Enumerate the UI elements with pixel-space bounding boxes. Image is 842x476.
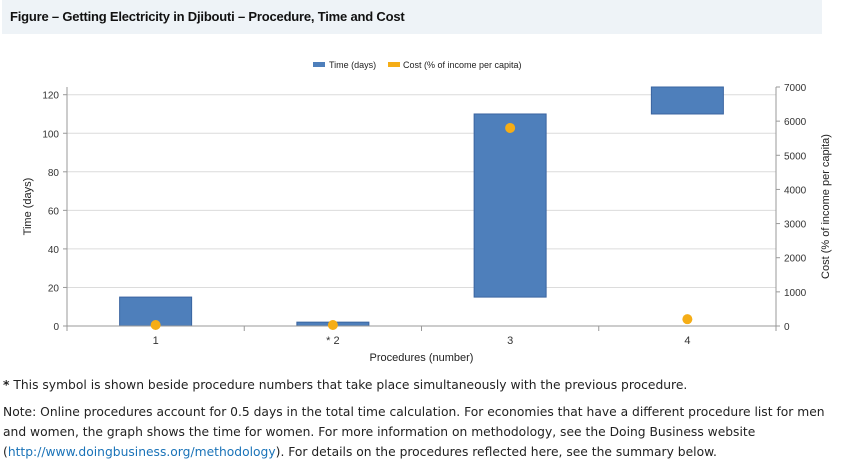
y-tick-label: 80 <box>48 168 60 179</box>
legend-label-time: Time (days) <box>329 60 376 70</box>
y-tick-label: 60 <box>48 206 60 217</box>
y-tick-label: 120 <box>42 91 59 102</box>
note-text-end: ). For details on the procedures reflect… <box>275 445 717 459</box>
legend-swatch-cost <box>388 62 400 67</box>
x-tick-label: 3 <box>507 335 513 347</box>
y-tick-label: 100 <box>42 129 59 140</box>
chart: 0 20 40 60 80 100 120 0 1000 2000 3000 4000 5000 6000… <box>22 60 832 364</box>
y-tick-label: 40 <box>48 245 60 256</box>
y2-axis-title: Cost (% of income per capita) <box>820 134 832 279</box>
y-tick-label: 20 <box>48 283 60 294</box>
cost-point-1 <box>150 319 161 330</box>
cost-point-3 <box>505 122 516 133</box>
y-tick-label: 0 <box>53 322 59 333</box>
x-tick-label: 4 <box>684 335 690 347</box>
y2-tick-label: 4000 <box>784 185 807 196</box>
cost-point-4 <box>682 314 693 325</box>
y-axis-title: Time (days) <box>22 178 34 236</box>
footnote: * This symbol is shown beside procedure … <box>3 375 833 395</box>
cost-point-2 <box>327 319 338 330</box>
x-tick-label: * 2 <box>326 335 339 347</box>
y2-tick-label: 5000 <box>784 151 807 162</box>
x-axis-title: Procedures (number) <box>370 352 474 364</box>
time-bar-4 <box>650 86 724 115</box>
y2-tick-label: 6000 <box>784 117 807 128</box>
legend-swatch-time <box>313 62 325 67</box>
note-text: Note: Online procedures account for 0.5 … <box>3 405 825 459</box>
time-bar-3 <box>473 113 547 298</box>
star-symbol: * <box>3 378 10 392</box>
figure-header: Figure – Getting Electricity in Djibouti… <box>2 0 822 34</box>
legend-label-cost: Cost (% of income per capita) <box>403 60 522 70</box>
y2-tick-label: 1000 <box>784 288 807 299</box>
y2-tick-label: 0 <box>784 322 790 333</box>
y2-tick-label: 2000 <box>784 254 807 265</box>
figure-title: Figure – Getting Electricity in Djibouti… <box>10 9 405 24</box>
methodology-link[interactable]: http://www.doingbusiness.org/methodology <box>7 445 276 459</box>
x-tick-label: 1 <box>153 335 159 347</box>
methodology-note: Note: Online procedures account for 0.5 … <box>3 402 833 462</box>
footnote-text: This symbol is shown beside procedure nu… <box>9 378 688 392</box>
y2-tick-label: 3000 <box>784 220 807 231</box>
y2-tick-label: 7000 <box>784 83 807 94</box>
